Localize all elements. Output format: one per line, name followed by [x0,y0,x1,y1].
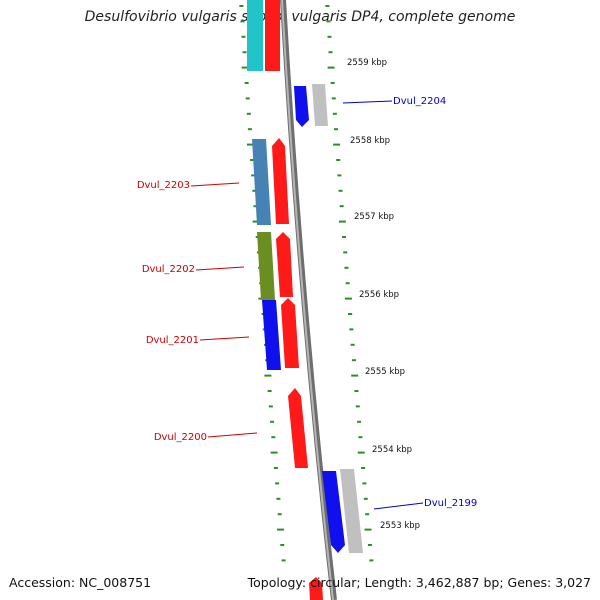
leader-line-2201 [199,336,250,341]
scale-label: 2553 kbp [380,521,420,531]
cds-red-2201 [281,298,299,368]
cds-grey-2199 [340,469,363,553]
cds-red-top [265,0,280,71]
leader-line-2200 [207,432,258,438]
scale-label: 2555 kbp [365,367,405,377]
scale-label: 2558 kbp [350,136,390,146]
genome-title: Desulfovibrio vulgaris subsp. vulgaris D… [84,9,516,25]
cds-red-2200 [288,388,308,468]
gene-label-dvul-2200: Dvul_2200 [154,432,207,443]
scale-label: 2554 kbp [372,445,412,455]
cds-cyan-top [247,0,263,71]
cds-red-bottom [309,577,323,600]
topology-text: Topology: circular; Length: 3,462,887 bp… [247,575,591,590]
gene-label-dvul-2203: Dvul_2203 [137,180,190,191]
cds-grey-2204 [312,84,328,126]
cds-olive-2202 [257,232,275,300]
cds-blue-2199 [322,471,345,553]
gene-label-dvul-2201: Dvul_2201 [146,335,199,346]
leader-line-2203 [190,182,240,187]
scale-label: 2556 kbp [359,290,399,300]
scale-label: 2559 kbp [347,58,387,68]
cds-red-2202 [276,232,293,297]
scale-labels: 2559 kbp 2558 kbp 2557 kbp 2556 kbp 2555… [347,58,420,531]
scale-label: 2557 kbp [354,212,394,222]
leader-line-2204 [342,100,393,104]
gene-label-lines [190,100,424,510]
gene-label-dvul-2204: Dvul_2204 [393,96,446,107]
leader-line-2202 [195,266,245,271]
cds-red-2203 [272,138,289,224]
gene-labels: Dvul_2204 Dvul_2203 Dvul_2202 Dvul_2201 … [137,96,477,509]
cds-blue-2204 [294,86,309,127]
cds-features [247,0,363,600]
backbone [280,0,337,600]
cds-steelblue-2203 [252,139,271,225]
leader-line-2199 [373,502,424,510]
gene-label-dvul-2199: Dvul_2199 [424,498,477,509]
gene-label-dvul-2202: Dvul_2202 [142,264,195,275]
accession-text: Accession: NC_008751 [9,575,152,590]
cds-blue-2201 [262,300,281,370]
